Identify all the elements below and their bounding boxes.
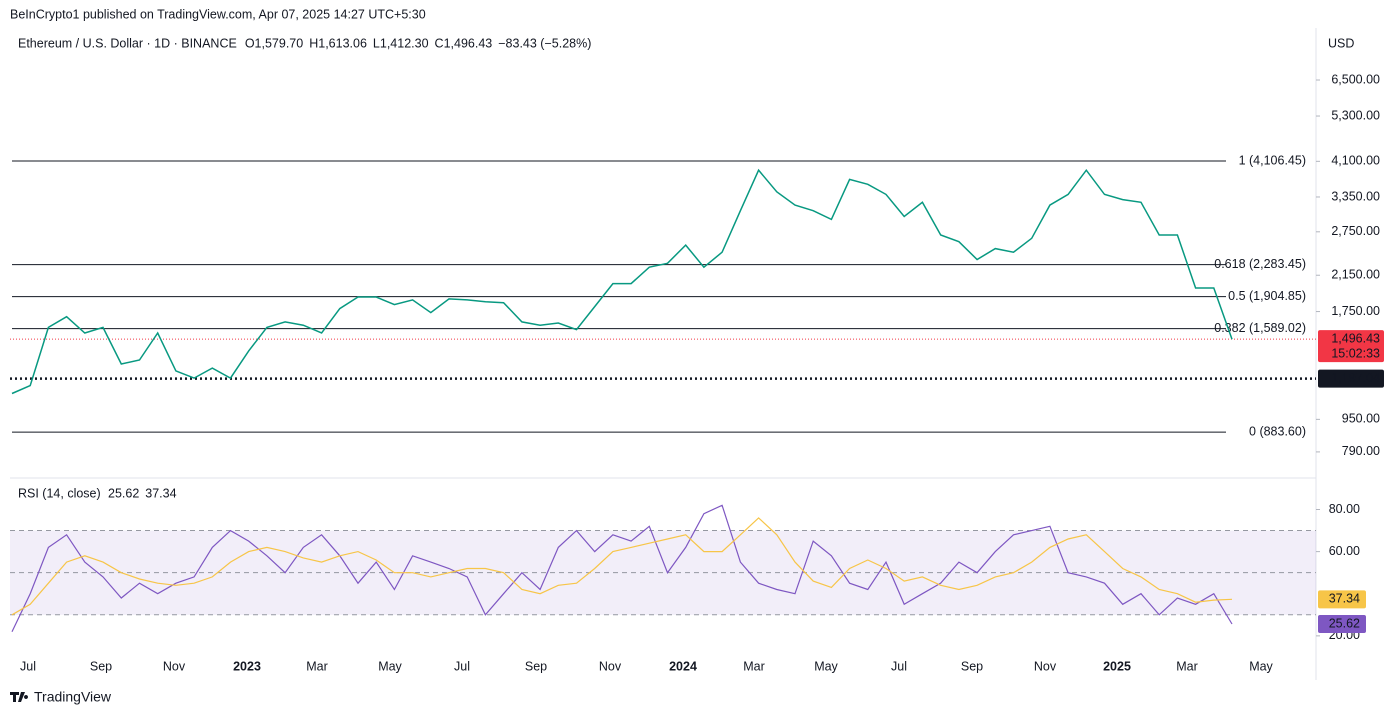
support-box — [1318, 369, 1384, 388]
y-tick-label: 2,150.00 — [1331, 268, 1380, 282]
y-tick-label: 790.00 — [1342, 444, 1380, 458]
change: −83.43 (−5.28%) — [498, 36, 591, 50]
x-tick-label: Nov — [163, 659, 186, 673]
y-tick-label: 60.00 — [1329, 544, 1360, 558]
y-tick-label: 3,350.00 — [1331, 189, 1380, 203]
ohlc-value: 1,412.30 — [380, 36, 429, 50]
ohlc-label: O — [245, 36, 255, 50]
ohlc-label: L — [373, 36, 380, 50]
price-line — [11, 168, 1233, 395]
support-label: 1,197.04 — [1331, 371, 1380, 385]
y-tick-label: 2,750.00 — [1331, 224, 1380, 238]
y-tick-label: 6,500.00 — [1331, 72, 1380, 86]
x-tick-label: Jul — [20, 659, 36, 673]
ohlc-label: H — [309, 36, 318, 50]
published: BeInCrypto1 published on TradingView.com… — [10, 7, 426, 21]
fib-label: 0 (883.60) — [1249, 424, 1306, 438]
fib-label: 0.618 (2,283.45) — [1214, 257, 1306, 271]
x-tick-label: Nov — [1034, 659, 1057, 673]
countdown: 15:02:33 — [1331, 346, 1380, 360]
x-tick-label: Mar — [743, 659, 765, 673]
x-tick-label: 2024 — [669, 659, 697, 673]
brand: TradingView — [34, 689, 112, 705]
y-tick-label: 4,100.00 — [1331, 154, 1380, 168]
ohlc-label: C — [435, 36, 444, 50]
fib-label: 0.382 (1,589.02) — [1214, 321, 1306, 335]
last-price-box — [1318, 330, 1384, 363]
x-tick-label: Sep — [90, 659, 112, 673]
last-price-label: 1,496.43 — [1331, 331, 1380, 345]
x-tick-label: Mar — [306, 659, 328, 673]
fib-label: 0.5 (1,904.85) — [1228, 289, 1306, 303]
x-tick-label: 2023 — [233, 659, 261, 673]
rsi-line — [11, 517, 1233, 616]
rsi-line — [11, 504, 1233, 632]
ohlc-value: 1,496.43 — [444, 36, 493, 50]
logo — [10, 692, 29, 702]
legend-entry: 37.34 — [145, 486, 176, 500]
x-tick-label: Nov — [599, 659, 622, 673]
x-tick-label: May — [1249, 659, 1273, 673]
y-tick-label: 80.00 — [1329, 502, 1360, 516]
y-tick-label: 5,300.00 — [1331, 108, 1380, 122]
rsi-value-box — [1318, 590, 1366, 609]
symbol: Ethereum / U.S. Dollar · 1D · BINANCE — [18, 36, 237, 50]
y-tick-label: 1,750.00 — [1331, 304, 1380, 318]
rsi-value-box — [1318, 615, 1366, 634]
x-tick-label: May — [378, 659, 402, 673]
x-tick-label: Sep — [961, 659, 983, 673]
x-tick-label: Jul — [454, 659, 470, 673]
rsi-value-label: 37.34 — [1329, 592, 1360, 606]
ohlc-value: 1,579.70 — [255, 36, 304, 50]
y-tick-label: 950.00 — [1342, 412, 1380, 426]
x-tick-label: 2025 — [1103, 659, 1131, 673]
fib-label: 1 (4,106.45) — [1239, 153, 1306, 167]
x-tick-label: Jul — [891, 659, 907, 673]
x-tick-label: Sep — [525, 659, 547, 673]
rsi-title: RSI (14, close) — [18, 486, 101, 500]
x-tick-label: May — [814, 659, 838, 673]
ohlc-value: 1,613.06 — [318, 36, 367, 50]
legend-entry: 25.62 — [108, 486, 139, 500]
rsi-value-label: 25.62 — [1329, 616, 1360, 630]
currency: USD — [1328, 36, 1354, 50]
x-tick-label: Mar — [1176, 659, 1198, 673]
